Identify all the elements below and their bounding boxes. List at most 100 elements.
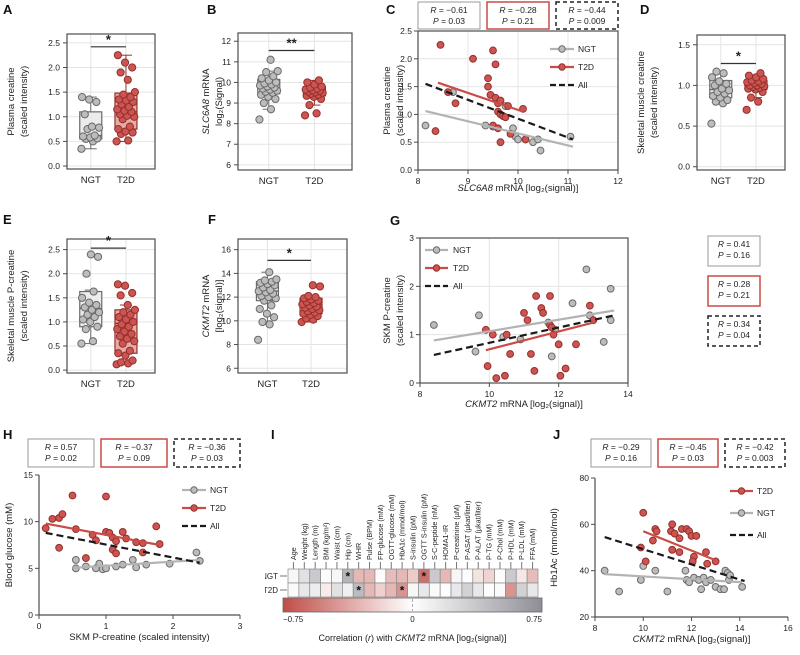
heatmap-column-label: S-C-peptide (nM) bbox=[430, 505, 439, 560]
heatmap-cell bbox=[472, 582, 485, 598]
data-point-t2d bbox=[116, 291, 125, 300]
data-point-ngt bbox=[582, 265, 591, 274]
stats-r-value: R = −0.29 bbox=[602, 442, 640, 452]
y-tick-label: 1.0 bbox=[678, 80, 690, 90]
legend-label-ngt: NGT bbox=[757, 508, 775, 518]
plot-frame bbox=[66, 33, 156, 170]
data-point-t2d bbox=[82, 554, 90, 562]
data-point-ngt bbox=[90, 131, 99, 140]
stats-box-all bbox=[724, 438, 786, 468]
data-point-t2d bbox=[530, 367, 539, 375]
panel-F-chart: 6 8 10 12 14 16 NGT T2D * CKMT2 mRNA [log₂(signal)… bbox=[201, 238, 348, 390]
data-point-t2d bbox=[484, 74, 492, 83]
data-point-ngt bbox=[85, 95, 94, 104]
data-point-ngt bbox=[265, 320, 274, 329]
heatmap-cell bbox=[526, 582, 539, 598]
data-point-t2d bbox=[436, 41, 445, 49]
y-tick-label: 14 bbox=[222, 268, 232, 278]
data-point-t2d bbox=[114, 124, 123, 134]
y-tick-label: 6 bbox=[226, 363, 231, 373]
x-tick-label: 11 bbox=[564, 176, 573, 186]
data-point-ngt bbox=[722, 79, 731, 88]
panel-H-chart: 0 1 2 3 0 5 10 15 NGT T2D All R = 0.57P = 0.02 R = −… bbox=[4, 438, 243, 643]
data-point-t2d bbox=[484, 82, 492, 91]
y-tick-label: 0.5 bbox=[400, 137, 412, 147]
regression-line-all bbox=[45, 531, 201, 564]
data-point-ngt bbox=[697, 585, 706, 594]
data-point-ngt bbox=[262, 68, 271, 77]
data-point-t2d bbox=[311, 293, 320, 302]
x-category-label: NGT bbox=[257, 379, 277, 390]
y-tick-label: 3 bbox=[409, 233, 414, 243]
x-tick-label: 0 bbox=[37, 621, 42, 631]
plot-frame bbox=[696, 34, 786, 171]
y-tick-label: 0.0 bbox=[48, 365, 60, 375]
data-point-ngt bbox=[77, 293, 87, 302]
data-point-ngt bbox=[128, 556, 137, 564]
plot-frame bbox=[419, 237, 629, 384]
data-point-t2d bbox=[742, 105, 751, 114]
heatmap-cell bbox=[483, 582, 495, 598]
y-axis-label: log₂(Signal) bbox=[214, 77, 225, 126]
y-tick-label: 20 bbox=[580, 612, 590, 622]
data-point-t2d bbox=[756, 69, 765, 78]
data-point-t2d bbox=[112, 549, 120, 558]
data-point-ngt bbox=[636, 576, 645, 584]
panel-D-chart: 0.0 0.5 1.0 1.5 NGT T2D * Skeletal muscle creat… bbox=[636, 34, 786, 187]
y-axis-label: Plasma creatine bbox=[382, 66, 393, 134]
panel-H: H 0 1 2 3 0 5 10 15 NGT T2D All R = 0.57 P = 0.02 R =… bbox=[0, 425, 265, 655]
x-tick-label: 12 bbox=[613, 176, 623, 186]
y-tick-label: 2.5 bbox=[400, 26, 412, 36]
data-point-t2d bbox=[130, 88, 140, 97]
data-point-ngt bbox=[259, 98, 268, 108]
data-point-ngt bbox=[94, 123, 104, 132]
data-point-t2d bbox=[639, 508, 648, 517]
panel-F: F 6 8 10 12 14 16 NGT T2D * CKMT2 mRNA [log₂(signa… bbox=[195, 210, 378, 425]
data-point-ngt bbox=[266, 105, 276, 114]
stats-p-value: P = 0.16 bbox=[718, 250, 750, 260]
x-tick-label: 14 bbox=[623, 389, 633, 399]
data-point-t2d bbox=[668, 520, 677, 529]
heatmap-cell bbox=[472, 568, 485, 584]
x-category-label: T2D bbox=[117, 175, 135, 186]
significance-star: * bbox=[106, 32, 112, 47]
heatmap-cell bbox=[363, 582, 376, 598]
data-point-t2d bbox=[116, 68, 125, 77]
y-tick-label: 1.5 bbox=[48, 87, 60, 97]
data-point-t2d bbox=[113, 51, 122, 60]
data-point-ngt bbox=[255, 304, 264, 314]
data-point-t2d bbox=[128, 356, 137, 365]
heatmap-cell bbox=[385, 582, 398, 598]
data-point-t2d bbox=[124, 136, 133, 145]
heatmap-column-label: FFA (mM) bbox=[528, 528, 537, 560]
heatmap-cell bbox=[494, 582, 506, 598]
panel-I-chart: Age Weight (kg) Length (m) BMI (kg/m²) Waist… bbox=[265, 494, 543, 643]
heatmap-cell bbox=[396, 568, 408, 584]
legend-label-ngt: NGT bbox=[210, 485, 228, 495]
y-axis-label: Skeletal muscle creatine bbox=[636, 51, 647, 154]
data-point-t2d bbox=[102, 492, 110, 501]
y-tick-label: 2.0 bbox=[400, 54, 412, 64]
y-tick-label: 12 bbox=[222, 36, 232, 46]
x-category-label: T2D bbox=[305, 176, 323, 187]
regression-line-t2d bbox=[45, 522, 160, 547]
stats-box-t2d bbox=[100, 438, 168, 468]
stats-r-value: R = −0.44 bbox=[568, 5, 606, 15]
data-point-ngt bbox=[272, 275, 281, 284]
y-tick-label: 0.5 bbox=[48, 341, 60, 351]
data-point-t2d bbox=[703, 559, 712, 568]
stats-r-value: R = −0.61 bbox=[430, 5, 468, 15]
data-point-t2d bbox=[68, 491, 77, 500]
heatmap-cell bbox=[439, 568, 452, 584]
y-tick-label: 10 bbox=[222, 77, 232, 87]
heatmap-significance-star: * bbox=[400, 584, 405, 598]
heatmap-cell bbox=[526, 568, 539, 584]
stats-box-all bbox=[173, 438, 241, 468]
data-point-ngt bbox=[82, 269, 91, 278]
stats-p-value: P = 0.09 bbox=[118, 453, 150, 463]
data-point-ngt bbox=[258, 317, 267, 327]
data-point-ngt bbox=[88, 337, 98, 346]
data-point-ngt bbox=[253, 335, 263, 344]
panel-A: A 0.0 0.5 1.0 1.5 2.0 2.5 NGT T2D * Plasma creati… bbox=[0, 0, 195, 210]
stats-p-value: P = 0.03 bbox=[672, 453, 704, 463]
